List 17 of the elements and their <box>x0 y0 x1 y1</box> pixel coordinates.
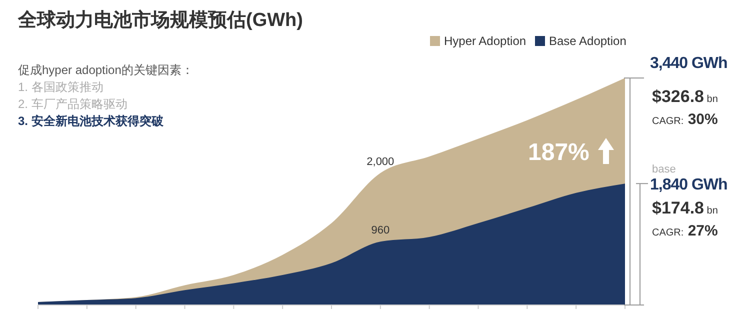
data-label: 1,840 GWh <box>650 176 728 194</box>
data-label: 2,000 <box>366 156 394 168</box>
annotation: 187% <box>528 139 590 166</box>
data-label: 960 <box>371 224 390 237</box>
text: CAGR: 27% <box>652 222 718 240</box>
legend-label: Hyper Adoption <box>444 34 526 48</box>
text: $326.8 bn <box>652 87 718 106</box>
text: 促成hyper adoption的关键因素： <box>18 63 194 77</box>
text: CAGR: 30% <box>652 111 718 128</box>
annotation: 1. 各国政策推动 <box>18 80 104 94</box>
data-label: 3,440 GWh <box>650 55 728 72</box>
legend-label: Base Adoption <box>549 34 626 48</box>
chart-title: 全球动力电池市场规模预估(GWh) <box>17 9 303 31</box>
annotation: 2. 车厂产品策略驱动 <box>18 97 128 111</box>
text: base <box>652 164 676 176</box>
annotation: 3. 安全新电池技术获得突破 <box>18 114 164 128</box>
text: $174.8 bn <box>652 198 718 218</box>
